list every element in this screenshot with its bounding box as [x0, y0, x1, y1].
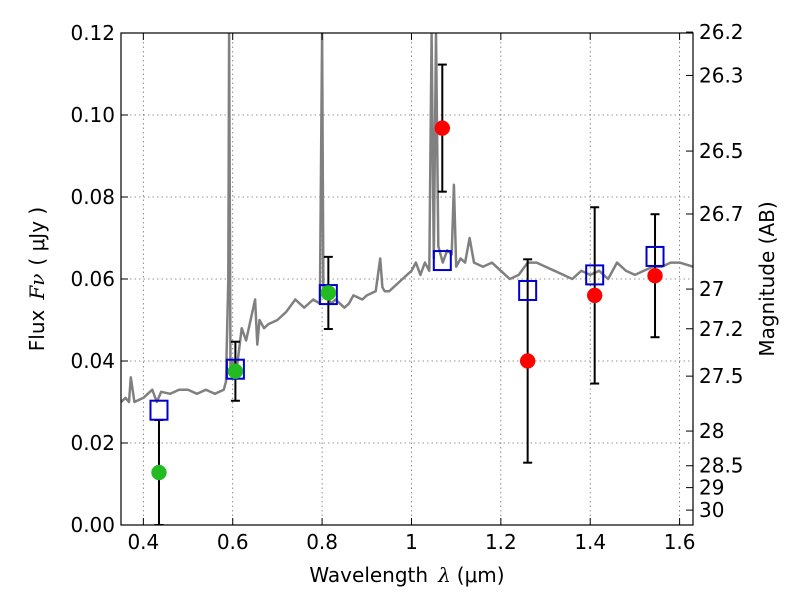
model-square-point — [149, 399, 169, 421]
red-data-point — [647, 267, 663, 284]
mag-tick-label: 27.2 — [699, 317, 744, 341]
green-data-point — [151, 464, 167, 481]
model-square-point — [585, 264, 605, 286]
mag-tick-label: 28 — [699, 419, 724, 443]
x-tick-label: 0.6 — [217, 530, 249, 554]
mag-tick-label: 27.5 — [699, 364, 744, 388]
y-tick-label: 0.00 — [70, 513, 115, 537]
red-data-point — [519, 353, 536, 369]
y-tick-label: 0.12 — [70, 21, 115, 45]
x-tick-label: 1.2 — [485, 530, 517, 554]
x-tick-label: 1.4 — [574, 530, 606, 554]
mag-tick-label: 28.5 — [699, 454, 744, 478]
x-axis-label: Wavelength λ (μm) — [309, 563, 504, 587]
x-tick-label: 0.8 — [306, 530, 338, 554]
mag-tick-label: 26.2 — [699, 20, 744, 44]
y-tick-label: 0.10 — [70, 103, 115, 127]
y-tick-label: 0.02 — [70, 431, 115, 455]
x-tick-label: 1 — [405, 530, 418, 554]
y-tick-label: 0.06 — [70, 267, 115, 291]
red-data-point — [586, 287, 603, 304]
model-square-point — [432, 250, 452, 272]
y2-axis-label: Magnitude (AB) — [755, 201, 779, 356]
x-tick-label: 1.6 — [664, 530, 696, 554]
y-axis-label: FluxFν( μJy ) — [25, 207, 49, 351]
mag-tick-label: 30 — [699, 498, 724, 522]
green-data-point — [227, 363, 244, 379]
mag-tick-label: 26.3 — [699, 63, 744, 87]
mag-tick-label: 29 — [699, 476, 724, 500]
red-data-point — [434, 120, 451, 136]
y-tick-label: 0.08 — [70, 185, 115, 209]
green-data-point — [320, 285, 337, 301]
plot-area — [121, 33, 693, 525]
spectrum-line — [121, 33, 693, 404]
model-square-point — [318, 284, 338, 306]
mag-tick-label: 27 — [699, 277, 724, 301]
x-tick-label: 0.4 — [127, 530, 159, 554]
model-square-point — [518, 279, 538, 301]
y-tick-label: 0.04 — [70, 349, 115, 373]
model-square-point — [645, 245, 665, 267]
axis-ticks: 0.4 0.6 0.8 1 1.2 1.4 1.6 0.00 0.02 0.04 0.06 0.08 0… — [70, 20, 743, 554]
mag-tick-label: 26.7 — [699, 202, 744, 226]
mag-tick-label: 26.5 — [699, 139, 744, 163]
